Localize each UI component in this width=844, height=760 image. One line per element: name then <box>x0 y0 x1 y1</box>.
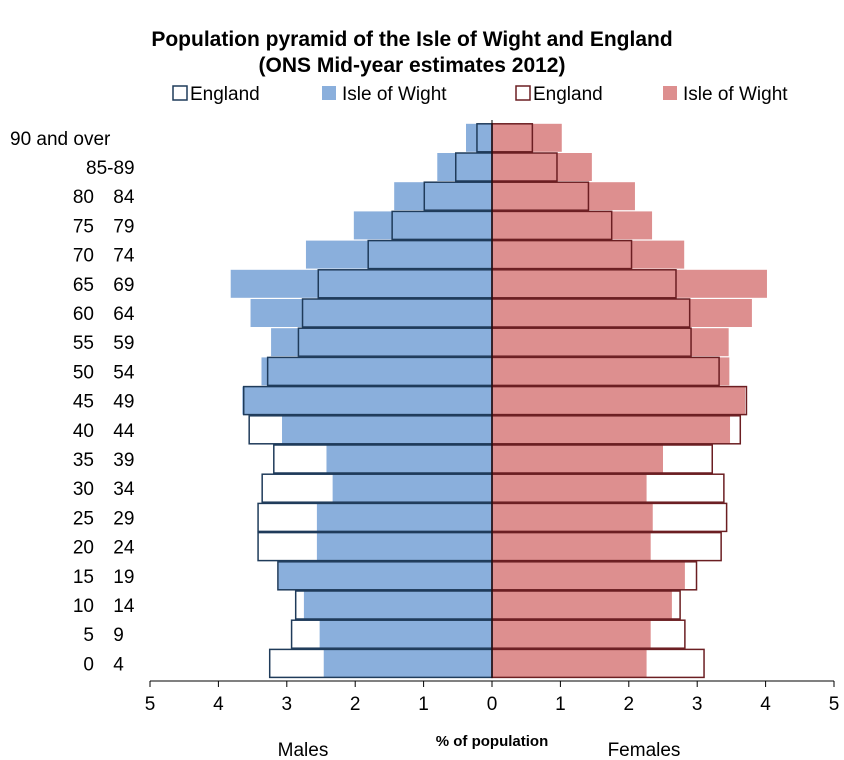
legend-label-iow-male: Isle of Wight <box>342 84 447 105</box>
legend-label-england-male: England <box>190 84 260 105</box>
filled-bars <box>230 123 767 678</box>
side-label-males: Males <box>278 740 329 760</box>
bar-isle-of-wight-female-0-4 <box>492 649 647 678</box>
legend-swatch-england-male <box>172 85 188 101</box>
age-label-15-19: 15 19 <box>73 567 135 588</box>
bar-isle-of-wight-female-80-84 <box>492 182 635 211</box>
x-tick-label: 4 <box>213 694 224 715</box>
legend-swatch-iow-female <box>663 86 677 100</box>
age-label-70-74: 70 74 <box>73 246 135 267</box>
bar-isle-of-wight-male-55-59 <box>271 328 492 357</box>
x-tick-label: 4 <box>760 694 771 715</box>
bar-isle-of-wight-male-20-24 <box>316 532 492 561</box>
bar-isle-of-wight-female-30-34 <box>492 474 647 503</box>
age-label-90-and-over: 90 and over <box>10 129 111 150</box>
bar-isle-of-wight-male-15-19 <box>278 561 492 590</box>
age-label-45-49: 45 49 <box>73 392 135 413</box>
bar-isle-of-wight-female-20-24 <box>492 532 651 561</box>
bar-isle-of-wight-male-25-29 <box>316 503 492 532</box>
legend-label-england-female: England <box>533 84 603 105</box>
age-label-25-29: 25 29 <box>73 508 135 529</box>
age-label-5-9: 5 9 <box>83 625 123 646</box>
side-label-females: Females <box>608 740 681 760</box>
bar-isle-of-wight-male-50-54 <box>261 357 492 386</box>
bar-isle-of-wight-female-60-64 <box>492 299 752 327</box>
bar-isle-of-wight-male-85-89 <box>437 153 492 181</box>
age-label-40-44: 40 44 <box>73 421 135 442</box>
age-label-50-54: 50 54 <box>73 362 135 383</box>
x-tick-label: 0 <box>487 694 498 715</box>
bar-isle-of-wight-male-10-14 <box>303 591 492 619</box>
age-label-75-79: 75 79 <box>73 216 135 237</box>
age-label-30-34: 30 34 <box>73 479 135 500</box>
bar-isle-of-wight-female-90-and-over <box>492 123 562 152</box>
x-axis-title: % of population <box>436 733 548 750</box>
age-label-85-89: 85-89 <box>86 158 135 179</box>
age-labels: 0 4 5 9 10 14 15 19 20 24 25 29 30 34 35 39 40 4… <box>10 129 135 676</box>
x-tick-label: 2 <box>350 694 361 715</box>
bar-isle-of-wight-male-35-39 <box>326 445 492 473</box>
bar-isle-of-wight-male-30-34 <box>332 474 492 503</box>
bar-isle-of-wight-male-40-44 <box>282 415 492 444</box>
bar-isle-of-wight-male-75-79 <box>353 211 492 240</box>
x-tick-label: 1 <box>555 694 566 715</box>
bar-isle-of-wight-female-65-69 <box>492 269 767 298</box>
bar-isle-of-wight-female-70-74 <box>492 240 685 269</box>
bar-isle-of-wight-female-10-14 <box>492 591 672 619</box>
age-label-60-64: 60 64 <box>73 304 135 325</box>
bar-isle-of-wight-female-5-9 <box>492 620 651 649</box>
bar-isle-of-wight-female-15-19 <box>492 561 685 590</box>
bar-isle-of-wight-male-65-69 <box>230 269 492 298</box>
bar-isle-of-wight-male-60-64 <box>250 299 492 327</box>
x-tick-label: 2 <box>624 694 635 715</box>
age-label-80-84: 80 84 <box>73 187 135 208</box>
bar-isle-of-wight-male-5-9 <box>319 620 492 649</box>
age-label-65-69: 65 69 <box>73 275 135 296</box>
bar-isle-of-wight-female-25-29 <box>492 503 653 532</box>
legend: England Isle of Wight England Isle of Wi… <box>172 84 788 105</box>
x-axis: 5 4 3 2 1 0 1 2 3 4 5 <box>145 680 840 715</box>
bar-isle-of-wight-male-70-74 <box>305 240 492 269</box>
bar-isle-of-wight-female-85-89 <box>492 153 592 181</box>
age-label-20-24: 20 24 <box>73 538 135 559</box>
age-label-55-59: 55 59 <box>73 333 135 354</box>
age-label-10-14: 10 14 <box>73 596 135 617</box>
chart-subtitle: (ONS Mid-year estimates 2012) <box>259 54 566 77</box>
bar-isle-of-wight-male-45-49 <box>242 386 492 415</box>
age-label-0-4: 0 4 <box>83 654 124 675</box>
bar-isle-of-wight-male-0-4 <box>323 649 492 678</box>
bar-isle-of-wight-female-55-59 <box>492 328 729 357</box>
bar-isle-of-wight-female-35-39 <box>492 445 663 473</box>
bar-isle-of-wight-female-75-79 <box>492 211 653 240</box>
x-tick-label: 1 <box>418 694 429 715</box>
bar-isle-of-wight-female-50-54 <box>492 357 730 386</box>
age-label-35-39: 35 39 <box>73 450 135 471</box>
x-tick-label: 3 <box>282 694 293 715</box>
chart-title: Population pyramid of the Isle of Wight … <box>151 28 672 51</box>
x-tick-label: 5 <box>145 694 156 715</box>
legend-swatch-iow-male <box>322 86 336 100</box>
x-tick-label: 3 <box>692 694 703 715</box>
legend-swatch-england-female <box>515 85 531 101</box>
bar-isle-of-wight-female-45-49 <box>492 386 746 415</box>
x-tick-label: 5 <box>829 694 840 715</box>
bar-isle-of-wight-male-90-and-over <box>466 123 492 152</box>
legend-label-iow-female: Isle of Wight <box>683 84 788 105</box>
bar-isle-of-wight-female-40-44 <box>492 415 731 444</box>
bar-isle-of-wight-male-80-84 <box>394 182 492 211</box>
